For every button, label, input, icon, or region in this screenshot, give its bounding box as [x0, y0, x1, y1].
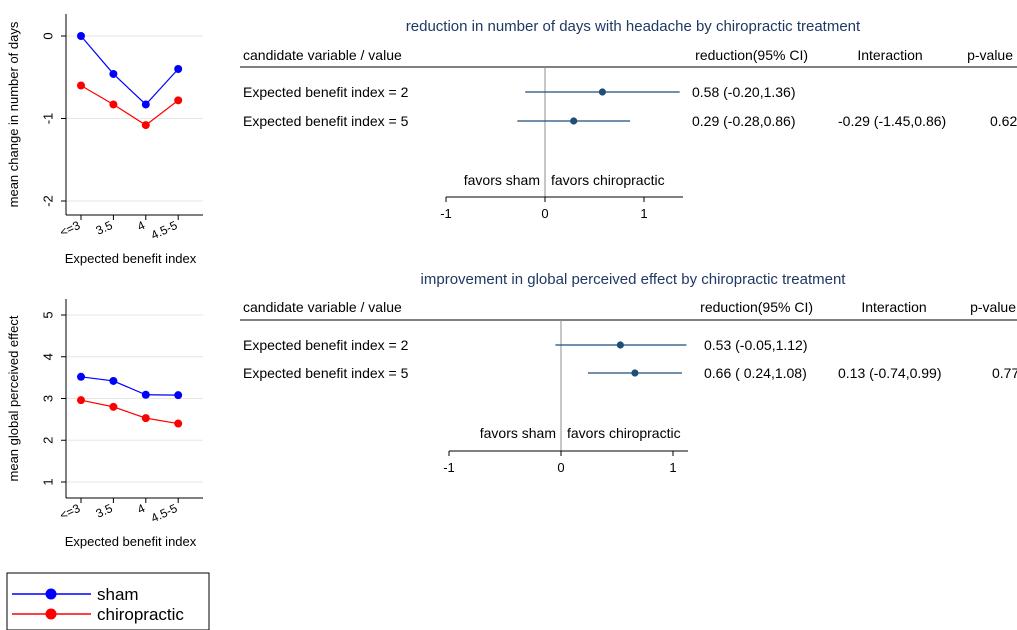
forest-plot-2: improvement in global perceived effect b…: [240, 271, 1017, 475]
legend-label-chiropractic: chiropractic: [97, 605, 184, 624]
ci-text: 0.66 ( 0.24,1.08): [704, 365, 807, 381]
x-tick-label: <=3: [58, 501, 83, 523]
ci-text: 0.53 (-0.05,1.12): [704, 337, 808, 353]
data-point-sham: [77, 372, 85, 381]
row-label: Expected benefit index = 2: [243, 337, 409, 353]
data-point-chiropractic: [109, 100, 118, 109]
series-line-chiropractic: [80, 399, 179, 425]
interaction-text: -0.29 (-1.45,0.86): [838, 113, 946, 129]
series-line-sham: [80, 35, 179, 106]
y-tick-label: 2: [40, 437, 55, 444]
x-axis-label: Expected benefit index: [65, 251, 197, 266]
y-axis-label: mean global perceived effect: [6, 315, 21, 481]
x-tick-label: 4.5-5: [149, 218, 180, 242]
x-tick-label: 3.5: [94, 218, 115, 238]
ci-text: 0.29 (-0.28,0.86): [692, 113, 796, 129]
row-label: Expected benefit index = 5: [243, 113, 409, 129]
y-tick-label: -1: [40, 113, 55, 125]
interaction-text: 0.13 (-0.74,0.99): [838, 365, 942, 381]
header-variable: candidate variable / value: [243, 299, 402, 315]
point-estimate: [598, 88, 607, 96]
header-estimate: reduction(95% CI): [695, 47, 808, 63]
x-tick-label: 3.5: [94, 501, 115, 521]
data-point-sham: [77, 32, 85, 40]
data-point-sham: [109, 69, 118, 78]
y-tick-label: 5: [40, 311, 55, 318]
data-point-chiropractic: [141, 121, 150, 130]
favors-left-label: favors sham: [480, 425, 556, 441]
favors-right-label: favors chiropractic: [551, 172, 665, 188]
header-interaction: Interaction: [857, 47, 922, 63]
row-label: Expected benefit index = 5: [243, 365, 409, 381]
legend-label-sham: sham: [97, 585, 139, 604]
header-pvalue: p-value: [970, 299, 1016, 315]
point-estimate: [631, 369, 639, 377]
data-point-sham: [109, 376, 118, 385]
forest-title: improvement in global perceived effect b…: [421, 271, 847, 288]
data-point-chiropractic: [174, 419, 183, 428]
y-tick-label: 4: [40, 353, 55, 360]
legend-box: [6, 572, 210, 630]
series-line-sham: [80, 376, 179, 396]
data-point-chiropractic: [77, 396, 85, 405]
y-tick-label: 0: [40, 32, 55, 39]
favors-left-label: favors sham: [464, 172, 540, 188]
point-estimate: [616, 341, 624, 349]
x-tick-label: 4: [135, 501, 147, 517]
row-label: Expected benefit index = 2: [243, 84, 409, 100]
forest-title: reduction in number of days with headach…: [406, 18, 861, 35]
x-tick-label: 1: [669, 460, 676, 475]
header-interaction: Interaction: [861, 299, 926, 315]
header-variable: candidate variable / value: [243, 47, 402, 63]
data-point-chiropractic: [109, 402, 118, 411]
data-point-chiropractic: [77, 81, 85, 90]
data-point-sham: [141, 100, 150, 109]
y-tick-label: 3: [40, 395, 55, 402]
series-line-chiropractic: [80, 84, 179, 126]
pvalue-text: 0.774: [992, 365, 1017, 381]
point-estimate: [570, 117, 578, 125]
x-tick-label: -1: [443, 460, 455, 475]
x-tick-label: 0: [557, 460, 564, 475]
data-point-sham: [174, 65, 183, 73]
header-estimate: reduction(95% CI): [700, 299, 813, 315]
y-tick-label: 1: [40, 478, 55, 485]
x-tick-label: 4: [135, 218, 147, 234]
line-panel-1: 0 -1 -2 mean change in number of days <=3 3.5…: [6, 14, 203, 266]
pvalue-text: 0.623: [990, 113, 1017, 129]
x-axis-label: Expected benefit index: [65, 534, 197, 549]
data-point-sham: [174, 391, 183, 400]
x-tick-label: 0: [541, 206, 548, 221]
x-tick-label: <=3: [58, 218, 83, 240]
data-point-chiropractic: [141, 414, 150, 423]
forest-plot-1: reduction in number of days with headach…: [240, 18, 1017, 221]
header-pvalue: p-value: [967, 47, 1013, 63]
ci-text: 0.58 (-0.20,1.36): [692, 84, 796, 100]
legend-marker-chiropractic: [45, 608, 57, 620]
favors-right-label: favors chiropractic: [567, 425, 681, 441]
x-tick-label: 4.5-5: [149, 501, 180, 525]
data-point-chiropractic: [174, 96, 183, 105]
x-tick-label: -1: [440, 206, 452, 221]
x-tick-label: 1: [640, 206, 647, 221]
data-point-sham: [141, 390, 150, 399]
y-tick-label: -2: [40, 195, 55, 207]
line-panel-2: 1 2 3 4 5 mean global perceived effect <=3 3.5 4…: [6, 299, 203, 549]
y-axis-label: mean change in number of days: [6, 21, 21, 207]
legend-marker-sham: [45, 588, 57, 600]
